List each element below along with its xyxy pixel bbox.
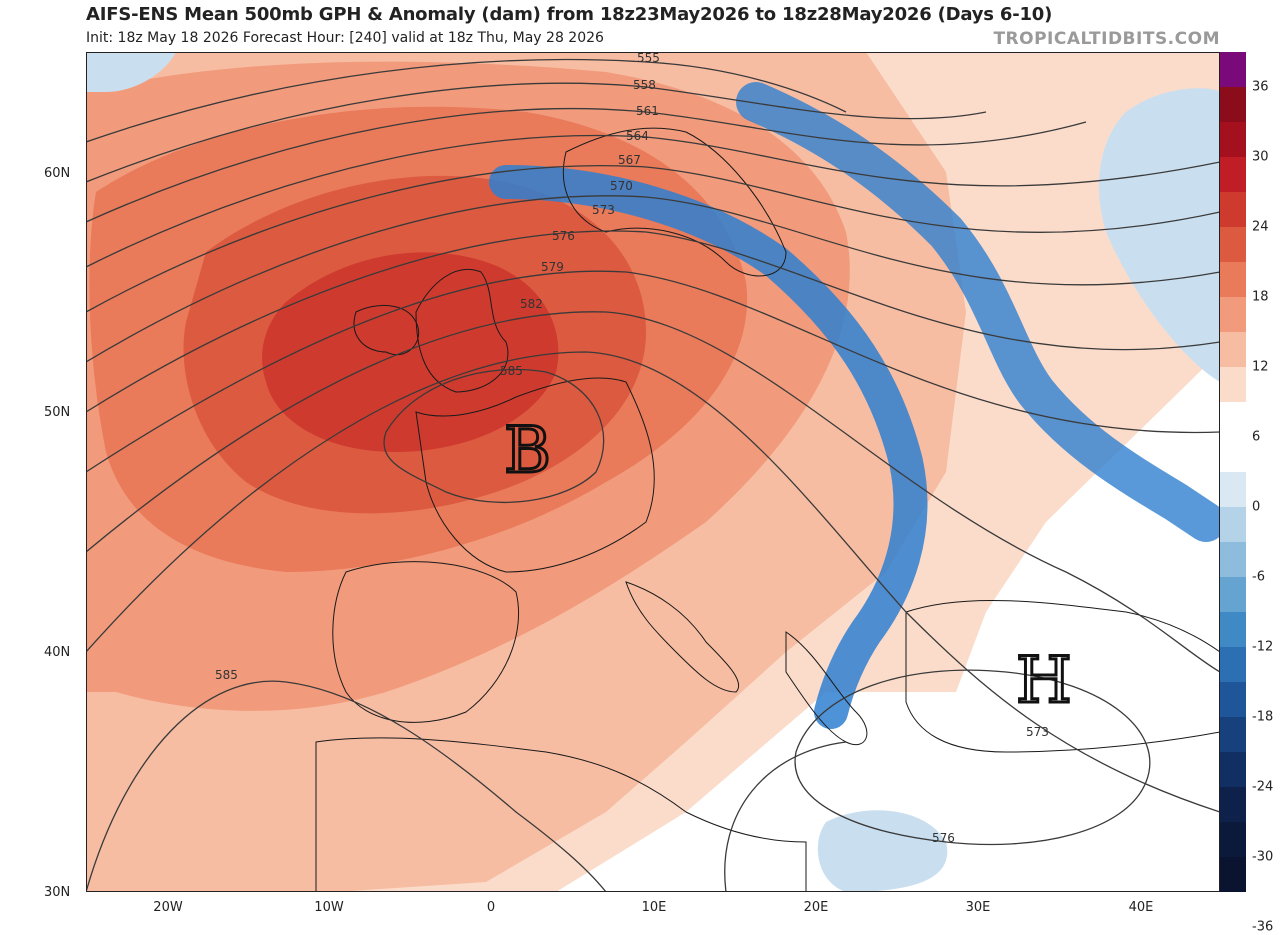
colorbar-swatch	[1220, 297, 1246, 332]
low-marker: B	[504, 414, 551, 488]
colorbar-swatch	[1220, 682, 1246, 717]
map-panel: 555 558 561 564 567 570 573 576 579 582 …	[86, 52, 1220, 892]
colorbar-swatch	[1220, 507, 1246, 542]
anomaly-minus-russia	[1098, 88, 1220, 383]
lon-label-40e: 40E	[1128, 900, 1154, 915]
anomaly-minus-nw	[86, 52, 176, 92]
contour-label-576: 576	[552, 229, 575, 243]
colorbar-tick-label: 36	[1252, 79, 1269, 95]
lat-label-50n: 50N	[44, 405, 71, 420]
chart-subtitle: Init: 18z May 18 2026 Forecast Hour: [24…	[86, 30, 604, 46]
colorbar-swatch	[1220, 437, 1246, 472]
contour-label-564: 564	[626, 129, 649, 143]
lat-label-60n: 60N	[44, 166, 71, 181]
colorbar-swatch	[1220, 122, 1246, 157]
colorbar-tick-label: 0	[1252, 499, 1261, 515]
colorbar-swatch	[1220, 787, 1246, 822]
colorbar-swatch	[1220, 822, 1246, 857]
chart-title: AIFS-ENS Mean 500mb GPH & Anomaly (dam) …	[86, 4, 1053, 25]
lon-label-30e: 30E	[965, 900, 991, 915]
colorbar-swatch	[1220, 157, 1246, 192]
contour-label-582: 582	[520, 297, 543, 311]
colorbar-tick-label: -24	[1252, 779, 1274, 795]
contour-labels: 555 558 561 564 567 570 573 576 579 582 …	[215, 52, 1049, 845]
anomaly-trough-west	[489, 165, 928, 729]
map-svg: 555 558 561 564 567 570 573 576 579 582 …	[86, 52, 1220, 892]
lat-label-40n: 40N	[44, 645, 71, 660]
colorbar-swatch	[1220, 192, 1246, 227]
lon-label-10e: 10E	[641, 900, 667, 915]
contour-label-576-south: 576	[932, 831, 955, 845]
colorbar-swatch	[1220, 332, 1246, 367]
colorbar-tick-label: -18	[1252, 709, 1274, 725]
brand-watermark: TROPICALTIDBITS.COM	[993, 29, 1220, 49]
colorbar-tick-label: 24	[1252, 219, 1269, 235]
lon-label-0: 0	[486, 900, 496, 915]
colorbar-swatch	[1220, 367, 1246, 402]
contour-label-579: 579	[541, 260, 564, 274]
colorbar-tick-label: 12	[1252, 359, 1269, 375]
anomaly-minus-med	[817, 810, 948, 892]
contour-label-570: 570	[610, 179, 633, 193]
colorbar-tick-label: -6	[1252, 569, 1265, 585]
colorbar-swatch	[1220, 717, 1246, 752]
colorbar-swatch	[1220, 752, 1246, 787]
colorbar-tick-label: 30	[1252, 149, 1269, 165]
colorbar-tick-label: -30	[1252, 849, 1274, 865]
contour-label-573-east: 573	[1026, 725, 1049, 739]
lon-label-20e: 20E	[803, 900, 829, 915]
colorbar-swatch	[1220, 577, 1246, 612]
contour-label-561: 561	[636, 104, 659, 118]
lat-label-30n: 30N	[44, 885, 71, 900]
lon-label-20w: 20W	[153, 900, 183, 915]
high-marker: H	[1016, 644, 1072, 718]
colorbar-tick-label: 6	[1252, 429, 1261, 445]
colorbar-swatch	[1220, 542, 1246, 577]
contour-label-585-south: 585	[215, 668, 238, 682]
colorbar-swatch	[1220, 227, 1246, 262]
lon-label-10w: 10W	[314, 900, 344, 915]
colorbar-tick-label: -12	[1252, 639, 1274, 655]
colorbar-tick-label: 18	[1252, 289, 1269, 305]
colorbar-swatch	[1220, 857, 1246, 892]
map-frame	[86, 52, 1220, 892]
colorbar-swatch	[1220, 87, 1246, 122]
colorbar-swatch	[1220, 612, 1246, 647]
colorbar-swatch	[1220, 262, 1246, 297]
anomaly-colorbar	[1220, 52, 1246, 892]
contour-label-558: 558	[633, 78, 656, 92]
colorbar-swatch	[1220, 52, 1246, 87]
colorbar-swatch	[1220, 647, 1246, 682]
contour-label-585: 585	[500, 364, 523, 378]
colorbar-swatch	[1220, 402, 1246, 437]
gph-contours	[86, 58, 1220, 892]
anomaly-trough-east	[736, 82, 1220, 542]
anomaly-plus18	[262, 252, 559, 452]
contour-label-555: 555	[637, 52, 660, 65]
colorbar-swatch	[1220, 472, 1246, 507]
contour-label-573: 573	[592, 203, 615, 217]
contour-label-567: 567	[618, 153, 641, 167]
